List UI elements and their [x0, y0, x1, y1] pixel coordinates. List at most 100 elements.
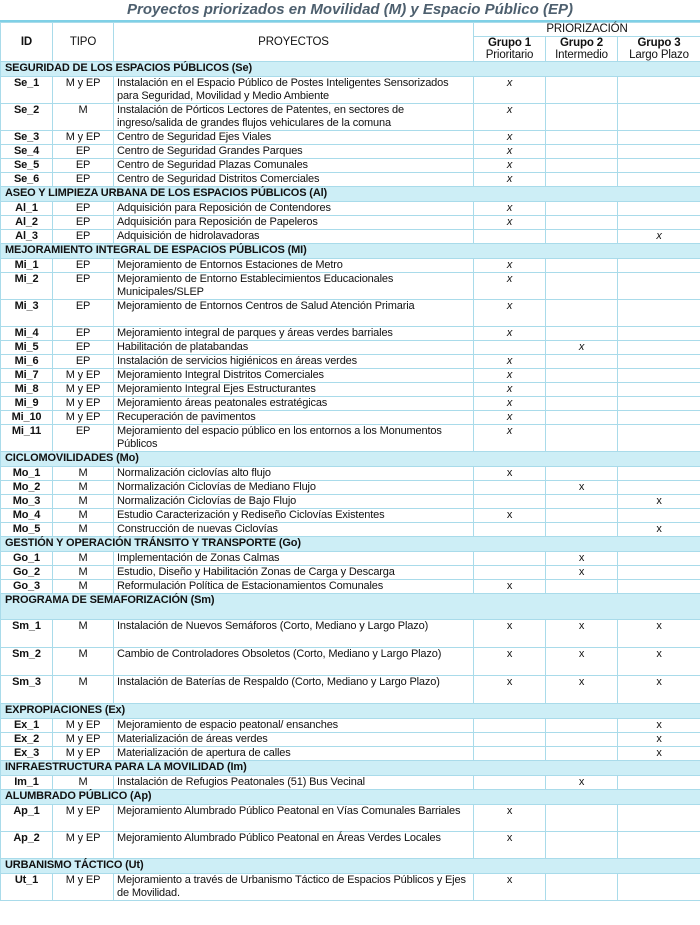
- table-row: Go_1 M Implementación de Zonas Calmas x: [0, 551, 700, 566]
- cell-tipo: M y EP: [52, 76, 114, 104]
- table-row: Mi_11 EP Mejoramiento del espacio público …: [0, 424, 700, 452]
- cell-proyecto: Normalización ciclovías alto flujo: [113, 466, 474, 481]
- table-row: Mi_1 EP Mejoramiento de Entornos Estacione…: [0, 258, 700, 273]
- cell-proyecto: Mejoramiento integral de parques y áreas…: [113, 326, 474, 341]
- section-title: ALUMBRADO PÚBLICO (Ap): [0, 789, 700, 805]
- cell-id: Ex_1: [0, 718, 53, 733]
- header-groups-row: Grupo 1 Prioritario Grupo 2 Intermedio Gru…: [1, 36, 700, 62]
- section-header-row: ASEO Y LIMPIEZA URBANA DE LOS ESPACIOS P…: [0, 186, 700, 202]
- cell-id: Mi_4: [0, 326, 53, 341]
- cell-grupo-1: x: [473, 354, 546, 369]
- cell-tipo: EP: [52, 158, 114, 173]
- table-row: Sm_1 M Instalación de Nuevos Semáforos (Co…: [0, 619, 700, 648]
- section-title: MEJORAMIENTO INTEGRAL DE ESPACIOS PÚBLIC…: [0, 243, 700, 259]
- cell-grupo-2: [545, 299, 618, 327]
- cell-grupo-3: x: [617, 229, 700, 244]
- cell-grupo-1: x: [473, 647, 546, 676]
- cell-proyecto: Mejoramiento áreas peatonales estratégic…: [113, 396, 474, 411]
- cell-tipo: M: [52, 675, 114, 704]
- table-row: Im_1 M Instalación de Refugios Peatonales …: [0, 775, 700, 790]
- cell-grupo-1: [473, 229, 546, 244]
- document-title: Proyectos priorizados en Movilidad (M) y…: [0, 0, 700, 22]
- cell-tipo: M y EP: [52, 831, 114, 859]
- cell-proyecto: Cambio de Controladores Obsoletos (Corto…: [113, 647, 474, 676]
- table-row: Mo_3 M Normalización Ciclovías de Bajo Flu…: [0, 494, 700, 509]
- cell-tipo: M y EP: [52, 396, 114, 411]
- group-sub: Prioritario: [485, 49, 534, 61]
- cell-grupo-2: [545, 579, 618, 594]
- cell-grupo-3: [617, 103, 700, 131]
- cell-grupo-1: x: [473, 130, 546, 145]
- table-row: Sm_3 M Instalación de Baterías de Respaldo…: [0, 675, 700, 704]
- table-row: Sm_2 M Cambio de Controladores Obsoletos (…: [0, 647, 700, 676]
- group-name: Grupo 1: [487, 37, 532, 49]
- table-row: Ut_1 M y EP Mejoramiento a través de Urban…: [0, 873, 700, 901]
- cell-grupo-3: [617, 258, 700, 273]
- group-name: Grupo 3: [637, 37, 681, 49]
- cell-id: Al_2: [0, 215, 53, 230]
- cell-proyecto: Centro de Seguridad Plazas Comunales: [113, 158, 474, 173]
- cell-tipo: M y EP: [52, 368, 114, 383]
- cell-id: Sm_2: [0, 647, 53, 676]
- cell-tipo: EP: [52, 299, 114, 327]
- cell-proyecto: Habilitación de platabandas: [113, 340, 474, 355]
- table-row: Mo_5 M Construcción de nuevas Ciclovías x: [0, 522, 700, 537]
- table-row: Ex_2 M y EP Materialización de áreas verde…: [0, 732, 700, 747]
- cell-grupo-2: [545, 326, 618, 341]
- cell-id: Sm_3: [0, 675, 53, 704]
- cell-id: Se_3: [0, 130, 53, 145]
- cell-proyecto: Reformulación Política de Estacionamient…: [113, 579, 474, 594]
- cell-grupo-3: [617, 144, 700, 159]
- cell-grupo-1: x: [473, 76, 546, 104]
- cell-grupo-2: [545, 804, 618, 832]
- cell-grupo-1: [473, 718, 546, 733]
- group-sub: Intermedio: [555, 49, 608, 61]
- cell-grupo-1: [473, 480, 546, 495]
- cell-proyecto: Mejoramiento Alumbrado Público Peatonal …: [113, 831, 474, 859]
- cell-id: Al_3: [0, 229, 53, 244]
- cell-grupo-2: [545, 424, 618, 452]
- table-row: Mi_9 M y EP Mejoramiento áreas peatonales …: [0, 396, 700, 411]
- cell-grupo-1: x: [473, 201, 546, 216]
- cell-id: Mi_8: [0, 382, 53, 397]
- table-row: Se_6 EP Centro de Seguridad Distritos Come…: [0, 172, 700, 187]
- cell-id: Ut_1: [0, 873, 53, 901]
- cell-proyecto: Mejoramiento del espacio público en los …: [113, 424, 474, 452]
- cell-id: Im_1: [0, 775, 53, 790]
- table-row: Se_3 M y EP Centro de Seguridad Ejes Viale…: [0, 130, 700, 145]
- table-row: Mo_2 M Normalización Ciclovías de Mediano …: [0, 480, 700, 495]
- cell-proyecto: Recuperación de pavimentos: [113, 410, 474, 425]
- cell-tipo: M: [52, 775, 114, 790]
- cell-grupo-3: x: [617, 619, 700, 648]
- header-group-2: Grupo 2 Intermedio: [545, 36, 618, 62]
- cell-grupo-1: x: [473, 410, 546, 425]
- table-row: Mo_4 M Estudio Caracterización y Rediseño …: [0, 508, 700, 523]
- cell-id: Mi_7: [0, 368, 53, 383]
- cell-grupo-1: x: [473, 382, 546, 397]
- cell-grupo-2: x: [545, 565, 618, 580]
- cell-proyecto: Normalización Ciclovías de Bajo Flujo: [113, 494, 474, 509]
- cell-grupo-2: [545, 508, 618, 523]
- cell-id: Mo_2: [0, 480, 53, 495]
- cell-id: Ap_1: [0, 804, 53, 832]
- cell-id: Mi_2: [0, 272, 53, 300]
- cell-id: Mi_6: [0, 354, 53, 369]
- table-row: Mi_8 M y EP Mejoramiento Integral Ejes Est…: [0, 382, 700, 397]
- cell-grupo-1: x: [473, 326, 546, 341]
- cell-id: Mi_9: [0, 396, 53, 411]
- cell-proyecto: Instalación de Pórticos Lectores de Pate…: [113, 103, 474, 131]
- cell-tipo: EP: [52, 229, 114, 244]
- cell-grupo-3: [617, 873, 700, 901]
- cell-tipo: EP: [52, 272, 114, 300]
- cell-grupo-3: x: [617, 494, 700, 509]
- cell-grupo-1: x: [473, 144, 546, 159]
- header-id: ID: [0, 22, 53, 62]
- cell-id: Mi_1: [0, 258, 53, 273]
- cell-id: Se_6: [0, 172, 53, 187]
- cell-id: Se_2: [0, 103, 53, 131]
- cell-proyecto: Centro de Seguridad Grandes Parques: [113, 144, 474, 159]
- cell-proyecto: Instalación de Baterías de Respaldo (Cor…: [113, 675, 474, 704]
- cell-grupo-3: [617, 215, 700, 230]
- projects-table: ID TIPO PROYECTOS PRIORIZACIÓN Grupo 1 Pr…: [0, 22, 700, 901]
